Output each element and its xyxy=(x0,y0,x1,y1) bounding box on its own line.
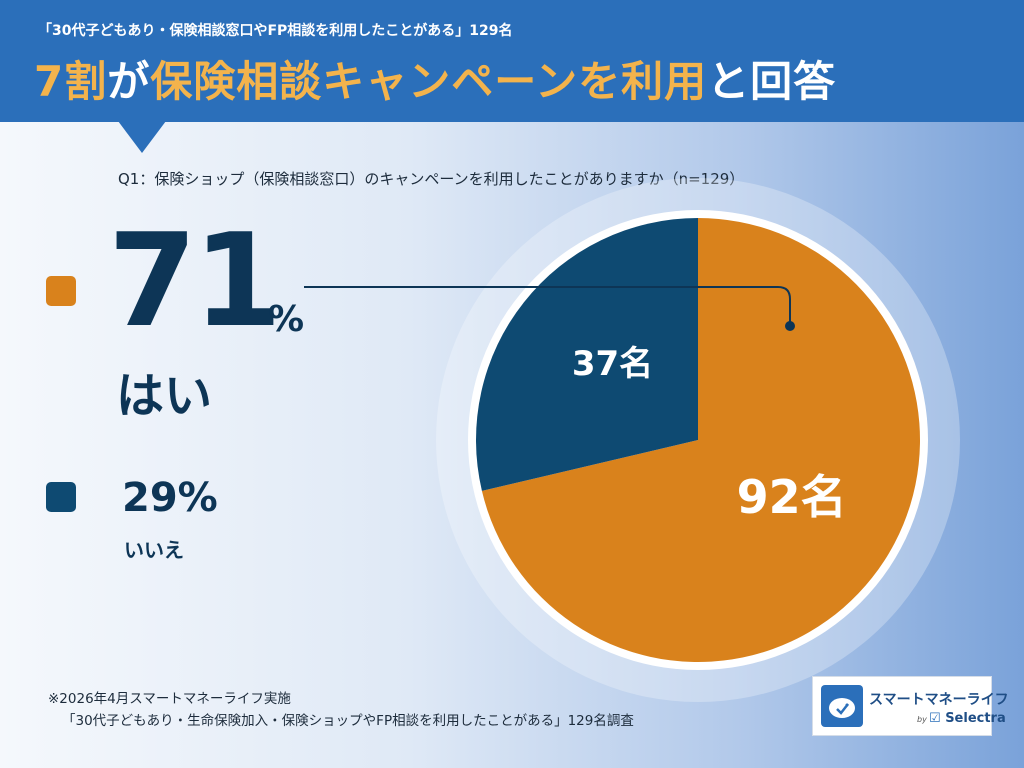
header-banner: 「30代子どもあり・保険相談窓口やFP相談を利用したことがある」129名 7割が… xyxy=(0,0,1024,122)
pie-label-no: 37名 xyxy=(572,344,653,384)
callout-line xyxy=(304,286,791,325)
footnote-line-1: ※2026年4月スマートマネーライフ実施 xyxy=(48,691,291,707)
header-subtitle: 「30代子どもあり・保険相談窓口やFP相談を利用したことがある」129名 xyxy=(38,23,513,39)
yes-percent-value: 71 xyxy=(108,207,282,356)
yes-percent-sign: % xyxy=(268,299,305,340)
legend-swatch-yes xyxy=(46,276,76,306)
logo-name: スマートマネーライフ xyxy=(869,692,1009,708)
pie-slice-yes xyxy=(481,218,921,662)
pie-slices xyxy=(476,218,921,662)
title-highlight-campaign: 保険相談キャンペーンを利用 xyxy=(150,57,708,106)
page-title: 7割が保険相談キャンペーンを利用と回答 xyxy=(34,48,836,109)
title-plain-ga: が xyxy=(107,57,151,106)
footnote: ※2026年4月スマートマネーライフ実施 「30代子どもあり・生命保険加入・保険… xyxy=(48,688,634,732)
pie-label-yes: 92名 xyxy=(737,470,847,524)
callout-dot xyxy=(785,321,795,331)
no-percent-value: 29% xyxy=(122,475,218,521)
header-notch xyxy=(118,121,166,153)
logo: スマートマネーライフ by ☑ Selectra xyxy=(812,676,1009,736)
footnote-line-2: 「30代子どもあり・生命保険加入・保険ショップやFP相談を利用したことがある」1… xyxy=(62,713,634,729)
logo-partner: ☑ Selectra xyxy=(929,711,1006,726)
title-plain-kaitou: と回答 xyxy=(707,57,837,106)
yes-label: はい xyxy=(116,368,213,424)
question-text: Q1：保険ショップ（保険相談窓口）のキャンペーンを利用したことがありますか（n=… xyxy=(118,170,745,188)
legend-swatch-no xyxy=(46,482,76,512)
pie-labels: 92名 37名 xyxy=(572,344,847,524)
logo-partner-name: Selectra xyxy=(945,711,1006,726)
title-highlight-ratio: 7割 xyxy=(34,57,108,106)
piggy-bank-icon xyxy=(821,685,863,727)
no-label: いいえ xyxy=(124,538,184,562)
logo-by: by xyxy=(917,715,927,724)
